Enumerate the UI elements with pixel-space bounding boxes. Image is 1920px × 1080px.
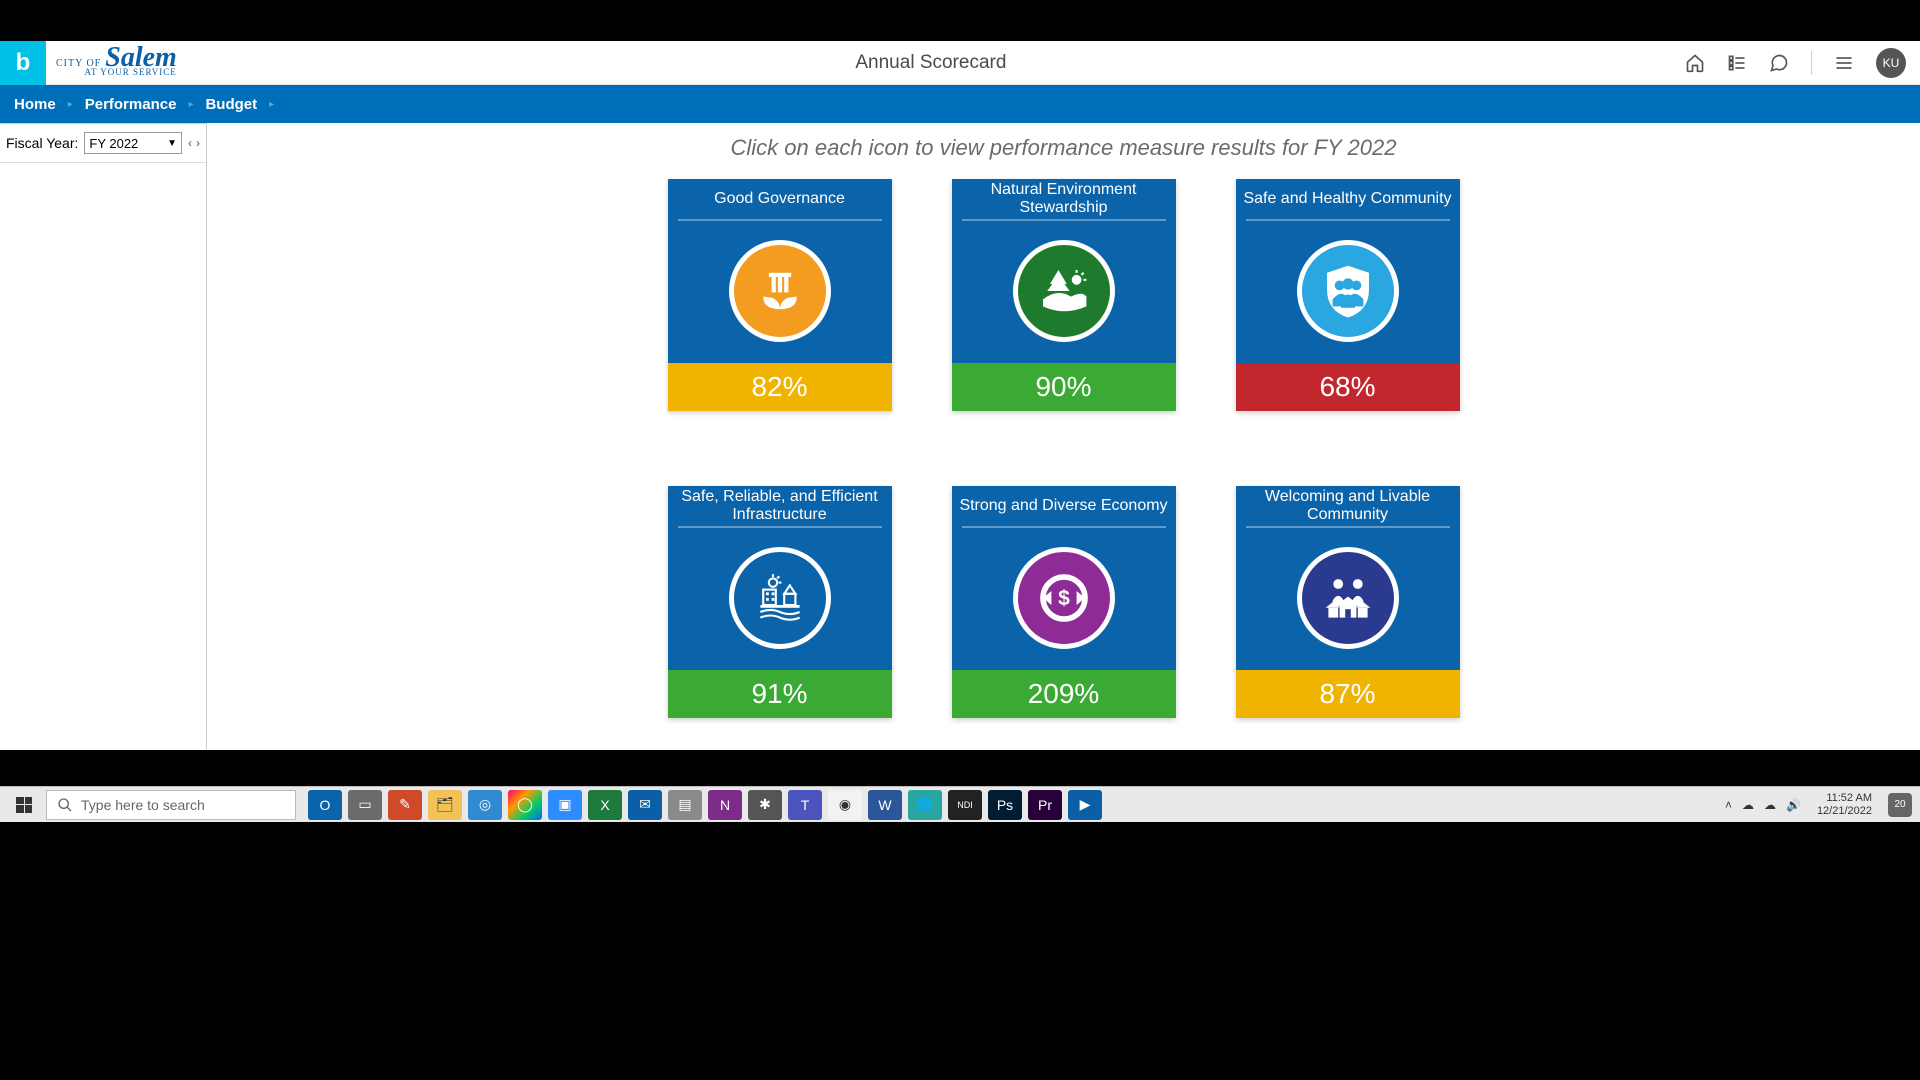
safe-icon: [1297, 240, 1399, 342]
taskbar-app-word[interactable]: W: [868, 790, 902, 820]
app-logo-b[interactable]: b: [0, 41, 46, 85]
card-percentage: 82%: [668, 363, 892, 411]
app-header: b CITY OF Salem AT YOUR SERVICE Annual S…: [0, 41, 1920, 85]
start-button[interactable]: [8, 789, 40, 821]
taskbar-app-movies[interactable]: ▶: [1068, 790, 1102, 820]
letterbox-bottom: [0, 822, 1920, 1080]
card-percentage: 90%: [952, 363, 1176, 411]
tray-chevron-icon[interactable]: ˄: [1725, 798, 1732, 812]
taskbar-app-settings[interactable]: ✱: [748, 790, 782, 820]
svg-text:$: $: [1058, 587, 1070, 610]
nav-performance[interactable]: Performance: [85, 96, 177, 113]
scorecard-livable[interactable]: Welcoming and Livable Community 87%: [1236, 486, 1460, 718]
taskbar-app-onenote[interactable]: N: [708, 790, 742, 820]
card-title: Natural Environment Stewardship: [952, 179, 1176, 219]
card-title: Safe and Healthy Community: [1236, 179, 1460, 219]
main-content: Click on each icon to view performance m…: [207, 123, 1920, 750]
scorecard-economy[interactable]: Strong and Diverse Economy $ 209%: [952, 486, 1176, 718]
navbar: Home ▸ Performance ▸ Budget ▸: [0, 85, 1920, 123]
toc-icon[interactable]: [1727, 53, 1747, 73]
chevron-right-icon: ▸: [68, 99, 73, 110]
taskbar-app-zoom[interactable]: ▣: [548, 790, 582, 820]
nav-budget[interactable]: Budget: [205, 96, 257, 113]
taskbar-app-mail[interactable]: ✉: [628, 790, 662, 820]
livable-icon: [1297, 547, 1399, 649]
chevron-right-icon: ▸: [269, 99, 274, 110]
notifications-button[interactable]: 20: [1888, 793, 1912, 817]
fy-next-button[interactable]: ›: [196, 136, 200, 150]
taskbar-app-chrome-alt[interactable]: ◯: [508, 790, 542, 820]
windows-taskbar: Type here to search O▭✎🗂◎◯▣X✉▤N✱T◉W🌐NDIP…: [0, 786, 1920, 822]
card-title: Strong and Diverse Economy: [952, 486, 1176, 526]
page-title: Annual Scorecard: [177, 52, 1685, 74]
taskbar-app-store[interactable]: ▤: [668, 790, 702, 820]
taskbar-app-onenote-alt[interactable]: ▭: [348, 790, 382, 820]
header-divider: [1811, 51, 1812, 75]
taskbar-app-snip[interactable]: ✎: [388, 790, 422, 820]
card-percentage: 87%: [1236, 670, 1460, 718]
card-percentage: 68%: [1236, 363, 1460, 411]
tray-onedrive-icon[interactable]: ☁: [1764, 798, 1776, 812]
subtitle: Click on each icon to view performance m…: [207, 135, 1920, 161]
hamburger-icon[interactable]: [1834, 53, 1854, 73]
taskbar-search[interactable]: Type here to search: [46, 790, 296, 820]
card-title: Good Governance: [668, 179, 892, 219]
fiscal-year-select[interactable]: FY 2022 ▼: [84, 132, 182, 154]
taskbar-app-photoshop[interactable]: Ps: [988, 790, 1022, 820]
fy-prev-button[interactable]: ‹: [188, 136, 192, 150]
governance-icon: [729, 240, 831, 342]
taskbar-app-excel[interactable]: X: [588, 790, 622, 820]
card-percentage: 91%: [668, 670, 892, 718]
org-logo[interactable]: CITY OF Salem AT YOUR SERVICE: [56, 49, 177, 77]
home-icon[interactable]: [1685, 53, 1705, 73]
environment-icon: [1013, 240, 1115, 342]
chevron-right-icon: ▸: [188, 99, 193, 110]
comments-icon[interactable]: [1769, 53, 1789, 73]
taskbar-app-edge[interactable]: ◎: [468, 790, 502, 820]
economy-icon: $: [1013, 547, 1115, 649]
fy-label: Fiscal Year:: [6, 135, 78, 151]
letterbox-top: [0, 0, 1920, 41]
taskbar-app-chrome[interactable]: ◉: [828, 790, 862, 820]
taskbar-clock[interactable]: 11:52 AM 12/21/2022: [1817, 792, 1872, 818]
tray-volume-icon[interactable]: 🔊: [1786, 798, 1801, 812]
taskbar-app-teams[interactable]: T: [788, 790, 822, 820]
tray-cloud-icon[interactable]: ☁: [1742, 798, 1754, 812]
sidebar: Fiscal Year: FY 2022 ▼ ‹ ›: [0, 123, 207, 750]
scorecard-safe[interactable]: Safe and Healthy Community 68%: [1236, 179, 1460, 411]
card-percentage: 209%: [952, 670, 1176, 718]
card-title: Safe, Reliable, and Efficient Infrastruc…: [668, 486, 892, 526]
user-avatar[interactable]: KU: [1876, 48, 1906, 78]
scorecard-environment[interactable]: Natural Environment Stewardship 90%: [952, 179, 1176, 411]
taskbar-app-ndi[interactable]: NDI: [948, 790, 982, 820]
nav-home[interactable]: Home: [14, 96, 56, 113]
taskbar-app-explorer[interactable]: 🗂: [428, 790, 462, 820]
caret-down-icon: ▼: [167, 138, 177, 149]
taskbar-app-premiere[interactable]: Pr: [1028, 790, 1062, 820]
taskbar-app-outlook[interactable]: O: [308, 790, 342, 820]
taskbar-app-globe[interactable]: 🌐: [908, 790, 942, 820]
scorecard-governance[interactable]: Good Governance 82%: [668, 179, 892, 411]
card-title: Welcoming and Livable Community: [1236, 486, 1460, 526]
scorecard-infrastructure[interactable]: Safe, Reliable, and Efficient Infrastruc…: [668, 486, 892, 718]
infrastructure-icon: [729, 547, 831, 649]
